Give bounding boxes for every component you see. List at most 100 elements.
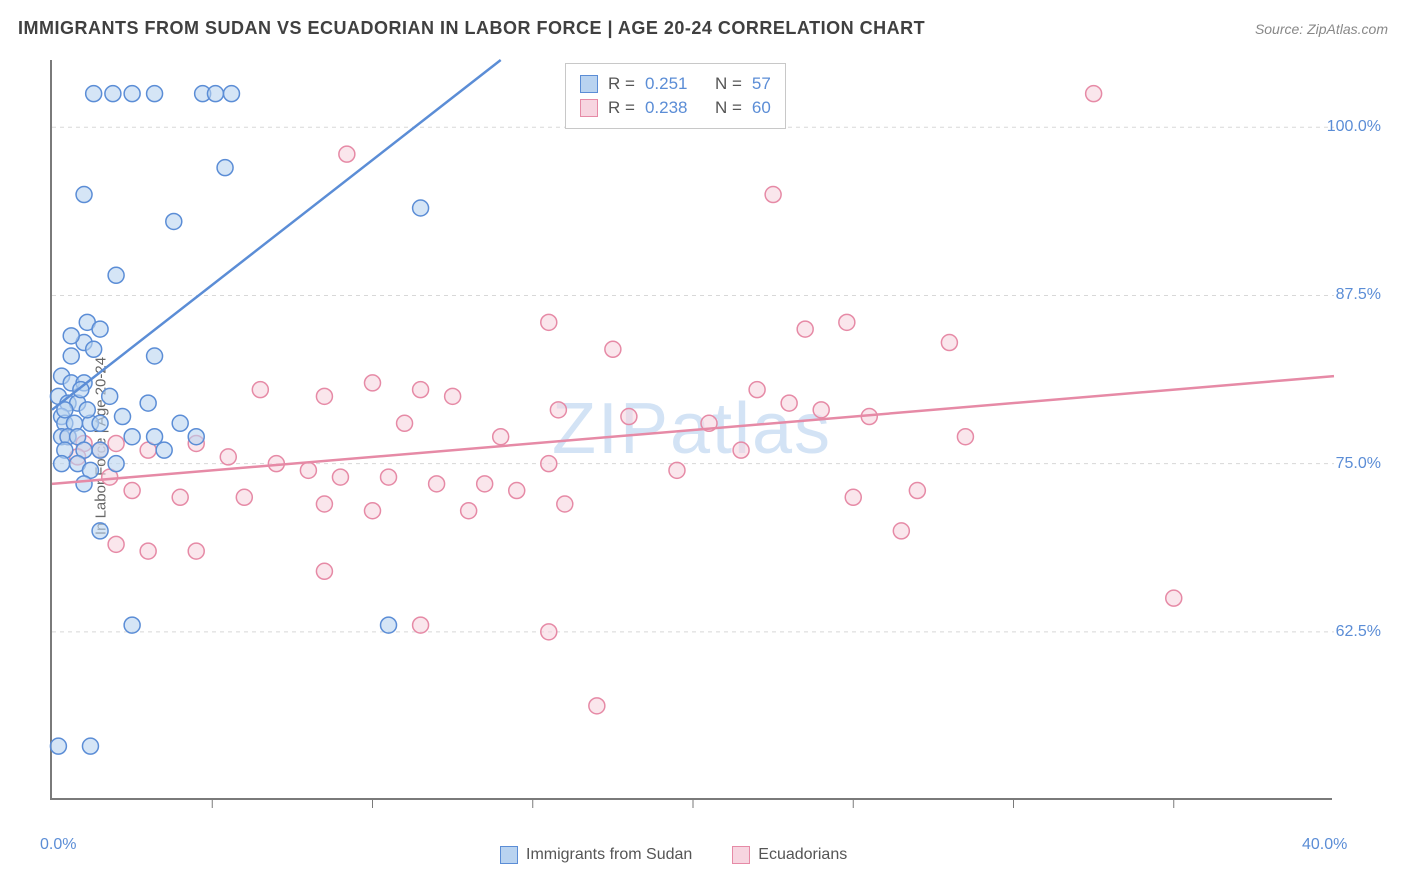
plot-area: ZIPatlas xyxy=(50,60,1332,800)
data-point xyxy=(316,388,332,404)
legend-item: Ecuadorians xyxy=(732,846,847,864)
data-point xyxy=(413,617,429,633)
data-point xyxy=(188,429,204,445)
data-point xyxy=(92,523,108,539)
data-point xyxy=(172,489,188,505)
data-point xyxy=(813,402,829,418)
header: IMMIGRANTS FROM SUDAN VS ECUADORIAN IN L… xyxy=(18,18,1388,39)
data-point xyxy=(381,469,397,485)
data-point xyxy=(1086,86,1102,102)
legend: Immigrants from Sudan Ecuadorians xyxy=(500,846,847,864)
data-point xyxy=(413,382,429,398)
x-tick-label: 40.0% xyxy=(1302,836,1347,854)
data-point xyxy=(541,314,557,330)
data-point xyxy=(429,476,445,492)
data-point xyxy=(381,617,397,633)
data-point xyxy=(82,738,98,754)
data-point xyxy=(86,341,102,357)
data-point xyxy=(1166,590,1182,606)
data-point xyxy=(147,348,163,364)
data-point xyxy=(76,187,92,203)
data-point xyxy=(79,402,95,418)
data-point xyxy=(909,483,925,499)
data-point xyxy=(749,382,765,398)
legend-swatch xyxy=(580,99,598,117)
data-point xyxy=(166,213,182,229)
data-point xyxy=(188,543,204,559)
data-point xyxy=(124,617,140,633)
data-point xyxy=(941,335,957,351)
data-point xyxy=(124,483,140,499)
legend-swatch xyxy=(580,75,598,93)
x-tick-label: 0.0% xyxy=(40,836,76,854)
data-point xyxy=(140,395,156,411)
data-point xyxy=(765,187,781,203)
data-point xyxy=(781,395,797,411)
data-point xyxy=(957,429,973,445)
legend-item: Immigrants from Sudan xyxy=(500,846,692,864)
data-point xyxy=(220,449,236,465)
data-point xyxy=(365,503,381,519)
data-point xyxy=(493,429,509,445)
correlation-stats-box: R = 0.251 N = 57R = 0.238 N = 60 xyxy=(565,63,786,129)
data-point xyxy=(621,409,637,425)
data-point xyxy=(339,146,355,162)
data-point xyxy=(605,341,621,357)
stats-r-value: 0.238 xyxy=(645,98,705,118)
data-point xyxy=(797,321,813,337)
stats-n-label: N = xyxy=(715,98,742,118)
data-point xyxy=(63,348,79,364)
data-point xyxy=(115,409,131,425)
data-point xyxy=(124,429,140,445)
data-point xyxy=(397,415,413,431)
chart-container: IMMIGRANTS FROM SUDAN VS ECUADORIAN IN L… xyxy=(0,0,1406,892)
data-point xyxy=(509,483,525,499)
data-point xyxy=(86,86,102,102)
y-tick-label: 75.0% xyxy=(1336,455,1381,473)
data-point xyxy=(413,200,429,216)
stats-row: R = 0.238 N = 60 xyxy=(580,96,771,120)
trend-line xyxy=(52,376,1334,484)
data-point xyxy=(63,328,79,344)
data-point xyxy=(557,496,573,512)
data-point xyxy=(839,314,855,330)
data-point xyxy=(365,375,381,391)
chart-title: IMMIGRANTS FROM SUDAN VS ECUADORIAN IN L… xyxy=(18,18,925,39)
legend-swatch xyxy=(732,846,750,864)
data-point xyxy=(316,496,332,512)
data-point xyxy=(217,160,233,176)
data-point xyxy=(332,469,348,485)
data-point xyxy=(236,489,252,505)
data-point xyxy=(893,523,909,539)
data-point xyxy=(477,476,493,492)
stats-r-label: R = xyxy=(608,98,635,118)
stats-n-value: 57 xyxy=(752,74,771,94)
stats-r-value: 0.251 xyxy=(645,74,705,94)
data-point xyxy=(147,86,163,102)
data-point xyxy=(54,456,70,472)
data-point xyxy=(669,462,685,478)
y-tick-label: 100.0% xyxy=(1327,118,1381,136)
trend-line xyxy=(52,60,501,410)
data-point xyxy=(252,382,268,398)
data-point xyxy=(50,738,66,754)
data-point xyxy=(108,536,124,552)
data-point xyxy=(845,489,861,505)
chart-source: Source: ZipAtlas.com xyxy=(1255,21,1388,37)
y-tick-label: 87.5% xyxy=(1336,286,1381,304)
data-point xyxy=(105,86,121,102)
data-point xyxy=(541,456,557,472)
data-point xyxy=(156,442,172,458)
data-point xyxy=(140,543,156,559)
data-point xyxy=(147,429,163,445)
data-point xyxy=(76,476,92,492)
data-point xyxy=(102,388,118,404)
stats-n-value: 60 xyxy=(752,98,771,118)
data-point xyxy=(108,267,124,283)
data-point xyxy=(124,86,140,102)
legend-label: Immigrants from Sudan xyxy=(526,846,692,864)
legend-label: Ecuadorians xyxy=(758,846,847,864)
data-point xyxy=(733,442,749,458)
data-point xyxy=(316,563,332,579)
plot-svg xyxy=(52,60,1332,798)
